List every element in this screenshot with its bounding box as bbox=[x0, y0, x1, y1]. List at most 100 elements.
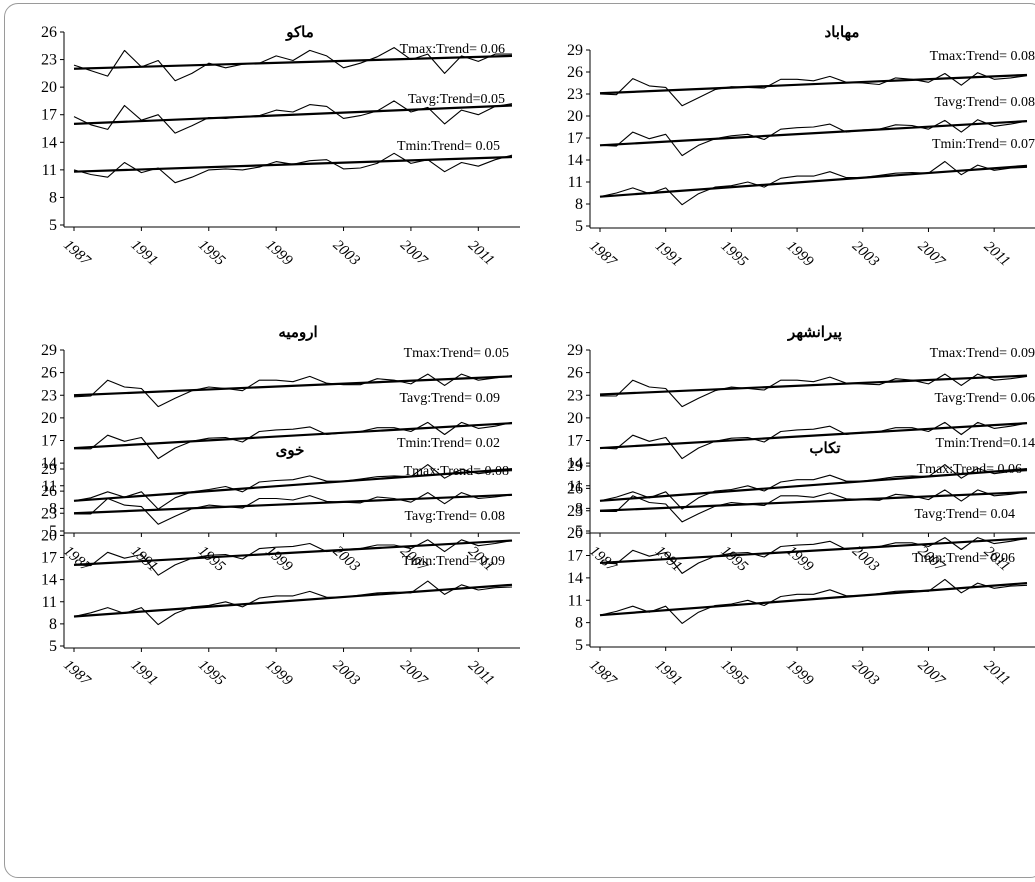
trend-label-tmin: Tmin:Trend= 0.06 bbox=[912, 551, 1015, 566]
x-tick-label: 2007 bbox=[915, 657, 949, 690]
y-tick-label: 5 bbox=[49, 638, 57, 655]
trend-label-tmin: Tmin:Trend= 0.05 bbox=[397, 139, 500, 154]
x-tick-label: 1999 bbox=[783, 238, 816, 270]
y-tick-label: 8 bbox=[575, 500, 583, 517]
y-tick-label: 29 bbox=[41, 461, 57, 478]
y-tick-label: 5 bbox=[49, 217, 57, 234]
y-tick-label: 26 bbox=[567, 480, 583, 497]
x-tick-label: 2003 bbox=[330, 237, 363, 269]
trend-line-tmin bbox=[73, 583, 513, 618]
x-tick-label: 1987 bbox=[586, 238, 620, 271]
y-tick-label: 14 bbox=[567, 152, 583, 169]
y-tick-label: 20 bbox=[567, 410, 583, 427]
y-tick-label: 11 bbox=[568, 478, 583, 495]
trend-label-tmin: Tmin:Trend= 0.07 bbox=[932, 137, 1035, 152]
y-tick-label: 20 bbox=[567, 108, 583, 125]
chart-title: خوی bbox=[276, 443, 305, 459]
trend-line-tmax bbox=[73, 375, 513, 397]
y-tick-label: 11 bbox=[42, 162, 57, 179]
x-tick-label: 1995 bbox=[718, 543, 751, 575]
trend-label-tmin: Tmin:Trend= 0.09 bbox=[402, 554, 505, 569]
series-line-tavg bbox=[73, 100, 513, 134]
x-tick-label: 1991 bbox=[128, 543, 161, 575]
y-tick-label: 5 bbox=[575, 637, 583, 654]
chart-title: مهاباد bbox=[825, 25, 860, 41]
y-tick-label: 17 bbox=[567, 433, 583, 450]
chart-title: ماکو bbox=[285, 25, 314, 41]
y-tick-label: 20 bbox=[567, 525, 583, 542]
x-tick-label: 1987 bbox=[60, 657, 94, 690]
y-tick-label: 17 bbox=[567, 548, 583, 565]
y-tick-label: 11 bbox=[568, 174, 583, 191]
x-tick-label: 2003 bbox=[330, 543, 363, 575]
y-tick-label: 29 bbox=[41, 342, 57, 359]
y-tick-label: 8 bbox=[49, 616, 57, 633]
trend-label-tavg: Tavg:Trend= 0.04 bbox=[914, 507, 1015, 522]
figure-frame bbox=[4, 3, 1035, 878]
series-line-tmax bbox=[600, 373, 1028, 408]
x-tick-label: 1995 bbox=[718, 657, 751, 689]
chart-title: تکاب bbox=[809, 441, 840, 457]
trend-label-tmax: Tmax:Trend= 0.08 bbox=[930, 49, 1035, 64]
y-tick-label: 29 bbox=[567, 458, 583, 475]
y-tick-label: 5 bbox=[575, 218, 583, 235]
trend-line-tmax bbox=[73, 493, 513, 515]
y-tick-label: 20 bbox=[41, 79, 57, 96]
y-tick-label: 23 bbox=[41, 52, 57, 69]
y-tick-label: 23 bbox=[41, 387, 57, 404]
y-tick-label: 20 bbox=[41, 527, 57, 544]
chart-title: ارومیه bbox=[278, 325, 317, 341]
trend-line-tmax bbox=[599, 491, 1028, 512]
y-tick-label: 14 bbox=[41, 572, 57, 589]
trend-line-tavg bbox=[73, 539, 513, 566]
y-tick-label: 14 bbox=[567, 455, 583, 472]
x-tick-label: 2003 bbox=[849, 657, 882, 689]
y-tick-label: 8 bbox=[49, 189, 57, 206]
trend-line-tmin bbox=[73, 155, 513, 173]
y-tick-label: 23 bbox=[567, 86, 583, 103]
x-tick-label: 1999 bbox=[262, 657, 295, 689]
y-tick-label: 17 bbox=[41, 433, 57, 450]
series-line-tmin bbox=[73, 580, 513, 626]
y-tick-label: 29 bbox=[567, 342, 583, 359]
y-tick-label: 26 bbox=[41, 365, 57, 382]
y-tick-label: 26 bbox=[41, 24, 57, 41]
x-tick-label: 1991 bbox=[128, 657, 161, 689]
x-tick-label: 2007 bbox=[397, 657, 431, 690]
y-tick-label: 5 bbox=[49, 523, 57, 540]
chart-title: پیرانشهر bbox=[787, 325, 842, 342]
y-tick-label: 23 bbox=[41, 505, 57, 522]
y-tick-label: 14 bbox=[41, 134, 57, 151]
y-tick-label: 14 bbox=[41, 455, 57, 472]
y-tick-label: 23 bbox=[567, 503, 583, 520]
x-tick-label: 2007 bbox=[915, 238, 949, 271]
y-tick-label: 29 bbox=[567, 42, 583, 59]
trend-label-tavg: Tavg:Trend= 0.06 bbox=[934, 391, 1035, 406]
y-tick-label: 8 bbox=[575, 615, 583, 632]
y-tick-label: 17 bbox=[41, 107, 57, 124]
series-line-tmax bbox=[73, 373, 513, 408]
trend-line-tavg bbox=[73, 104, 513, 126]
trend-label-tmax: Tmax:Trend= 0.08 bbox=[404, 464, 509, 479]
x-tick-label: 1999 bbox=[783, 657, 816, 689]
x-tick-label: 1995 bbox=[195, 543, 228, 575]
y-tick-label: 14 bbox=[567, 570, 583, 587]
series-line-tmin bbox=[599, 578, 1028, 624]
x-tick-label: 1991 bbox=[652, 657, 685, 689]
trend-label-tavg: Tavg:Trend= 0.08 bbox=[934, 95, 1035, 110]
trend-label-tmin: Tmin:Trend= 0.02 bbox=[397, 436, 500, 451]
series-line-tmax bbox=[73, 47, 512, 82]
x-tick-label: 1995 bbox=[718, 238, 751, 270]
trend-line-tmax bbox=[599, 374, 1028, 396]
y-tick-label: 11 bbox=[568, 592, 583, 609]
trend-label-tmax: Tmax:Trend= 0.09 bbox=[930, 346, 1035, 361]
y-tick-label: 8 bbox=[49, 500, 57, 517]
y-tick-label: 20 bbox=[41, 410, 57, 427]
trend-label-tavg: Tavg:Trend=0.05 bbox=[408, 92, 505, 107]
y-tick-label: 5 bbox=[575, 523, 583, 540]
series-line-tmax bbox=[599, 72, 1028, 107]
x-tick-label: 1999 bbox=[262, 237, 295, 269]
